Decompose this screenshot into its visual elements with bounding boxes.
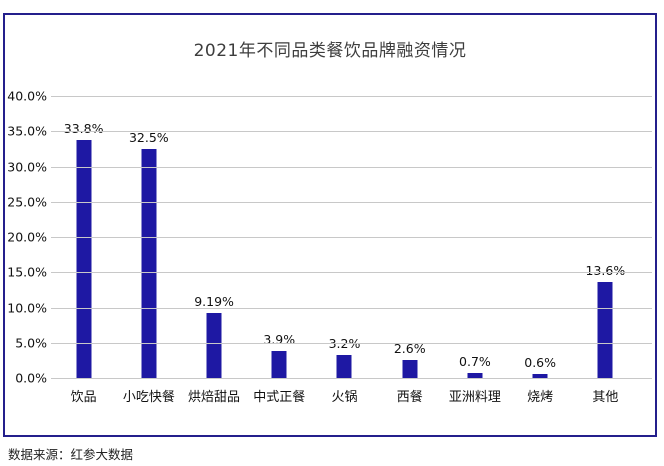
bar <box>597 282 613 378</box>
gridline <box>51 342 652 344</box>
x-axis-label: 其他 <box>592 390 619 405</box>
y-axis-tick-label: 5.0% <box>15 335 47 351</box>
x-axis-label: 饮品 <box>70 390 97 405</box>
bar <box>206 313 222 378</box>
bar-value-label: 3.2% <box>328 336 361 352</box>
y-axis-tick-label: 10.0% <box>7 300 47 315</box>
bar-column: 32.5% <box>116 96 181 378</box>
bar-value-label: 0.6% <box>524 354 557 370</box>
chart-title: 2021年不同品类餐饮品牌融资情况 <box>193 41 467 61</box>
bar <box>271 350 287 378</box>
bar <box>467 373 483 378</box>
y-axis-tick-label: 0.0% <box>15 370 47 386</box>
bar <box>402 359 418 378</box>
y-axis-tick-label: 15.0% <box>7 264 47 280</box>
bar-value-label: 9.19% <box>194 294 234 310</box>
bar-value-label: 0.7% <box>459 354 491 370</box>
y-axis-tick-label: 35.0% <box>7 123 47 139</box>
bar-value-label: 2.6% <box>393 340 426 356</box>
x-axis-label: 小吃快餐 <box>122 390 175 405</box>
bar-value-label: 32.5% <box>128 129 169 145</box>
x-axis-label: 火锅 <box>331 390 358 405</box>
bar-column: 13.6% <box>573 96 638 378</box>
bar <box>76 139 92 378</box>
plot-area: 33.8% 32.5% 9.19% 3.9% 3.2% 2.6% 0.7% 0.6% 13.6% <box>51 96 652 379</box>
gridline <box>51 237 652 238</box>
y-axis-tick-label: 40.0% <box>7 88 47 104</box>
bar-column: 9.19% <box>181 96 246 378</box>
bar <box>336 355 352 378</box>
bar-column: 0.6% <box>508 96 573 378</box>
x-axis-label: 烘焙甜品 <box>188 390 241 405</box>
x-axis-label: 烧烤 <box>527 390 554 405</box>
bar <box>532 373 548 378</box>
x-axis-label: 西餐 <box>396 390 423 405</box>
gridline <box>51 272 652 274</box>
bars-container: 33.8% 32.5% 9.19% 3.9% 3.2% 2.6% 0.7% 0.6% 13.6% <box>51 96 638 378</box>
chart-frame: 2021年不同品类餐饮品牌融资情况 40.0% 35.0% 30.0% 25.0% 20… <box>3 13 657 437</box>
x-axis-label: 亚洲料理 <box>448 390 501 405</box>
x-axis-labels: 饮品 小吃快餐 烘焙甜品 中式正餐 火锅 西餐 亚洲料理 烧烤 其他 <box>51 386 638 405</box>
y-axis-tick-label: 30.0% <box>7 159 47 174</box>
y-axis: 40.0% 35.0% 30.0% 25.0% 20.0% 15.0% 10.0% 5.0% 0… <box>5 89 47 386</box>
gridline <box>51 378 652 379</box>
gridline <box>51 201 652 203</box>
bar-column: 0.7% <box>442 96 507 378</box>
gridline <box>51 131 652 133</box>
bar-value-label: 33.8% <box>63 120 104 136</box>
x-axis-label: 中式正餐 <box>253 390 306 405</box>
bar-value-label: 13.6% <box>585 263 626 279</box>
gridline <box>51 166 652 168</box>
gridline <box>51 96 652 97</box>
y-axis-tick-label: 20.0% <box>7 229 47 245</box>
bar-column: 3.2% <box>312 96 377 378</box>
bar <box>141 148 157 378</box>
data-source-note: 数据来源：红参大数据 <box>8 447 134 462</box>
bar-value-label: 3.9% <box>263 331 296 347</box>
bar-column: 2.6% <box>377 96 442 378</box>
y-axis-tick-label: 25.0% <box>7 194 47 210</box>
gridline <box>51 307 652 309</box>
